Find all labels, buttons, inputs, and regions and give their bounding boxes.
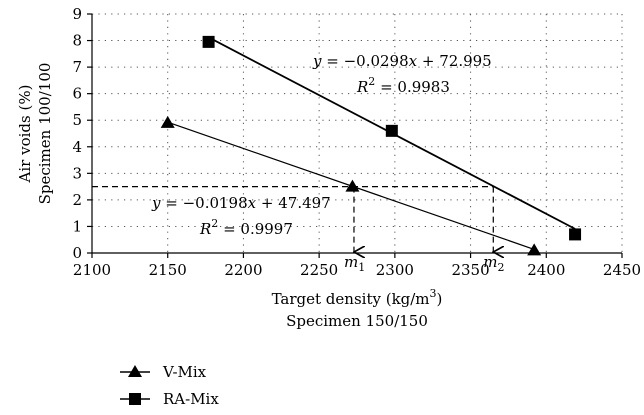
legend-label-ra-mix: RA-Mix [163, 390, 219, 408]
y-tick-label: 6 [72, 85, 82, 103]
y-tick-label: 2 [72, 191, 82, 209]
point-v-mix [527, 243, 542, 256]
y-tick-label: 0 [72, 244, 82, 262]
r-squared-superscript: 2 [211, 217, 218, 230]
reference-label-m1: m1 [344, 253, 365, 274]
reference-label-letter: m [483, 253, 497, 271]
equation-y: y [312, 52, 322, 70]
reference-label-subscript: 2 [498, 261, 505, 274]
y-tick-label: 1 [72, 217, 82, 235]
x-axis-label-superscript: 3 [430, 287, 437, 300]
equation-intercept: + 47.497 [256, 194, 331, 212]
tick-labels: 0 1 2 3 4 5 6 7 8 9 2100 2150 2200 2250 2300 2350 2400 24… [72, 5, 641, 279]
legend-marker-v-mix [128, 365, 142, 377]
y-axis-label-line2: Specimen 100/100 [36, 63, 54, 205]
x-tick-label: 2400 [527, 261, 565, 279]
reference-label-subscript: 1 [358, 261, 365, 274]
reference-label-letter: m [344, 253, 358, 271]
point-ra-mix [385, 124, 398, 137]
x-axis-label: Target density (kg/m3) [272, 287, 443, 308]
point-ra-mix [202, 35, 215, 48]
r-squared-v-mix: R2 = 0.9997 [199, 217, 293, 238]
x-axis-label-close: ) [437, 290, 443, 308]
equation-v-mix: y = −0.0198x + 47.497 [151, 194, 331, 212]
x-tick-label: 2300 [376, 261, 414, 279]
equation-ra-mix: y = −0.0298x + 72.995 [312, 52, 492, 70]
equation-x: x [409, 52, 418, 70]
x-tick-label: 2350 [451, 261, 489, 279]
r-squared-superscript: 2 [368, 75, 375, 88]
y-tick-label: 7 [72, 58, 82, 76]
point-v-mix [160, 115, 175, 128]
x-tick-label: 2150 [149, 261, 187, 279]
y-axis-label: Air voids (%) Specimen 100/100 [16, 63, 54, 205]
data-points [160, 35, 582, 256]
legend: V-Mix RA-Mix [120, 363, 219, 408]
x-axis-label-line2: Specimen 150/150 [286, 312, 428, 330]
y-tick-label: 9 [72, 5, 82, 23]
y-tick-label: 3 [72, 164, 82, 182]
x-axis-label-text: Target density (kg/m [272, 290, 430, 308]
r-squared-ra-mix: R2 = 0.9983 [356, 75, 450, 96]
grid-lines [92, 13, 623, 253]
y-tick-label: 8 [72, 32, 82, 50]
point-v-mix [345, 179, 360, 192]
y-tick-label: 4 [72, 138, 82, 156]
r-squared-value: = 0.9997 [218, 220, 293, 238]
equation-intercept: + 72.995 [417, 52, 492, 70]
x-tick-label: 2200 [224, 261, 262, 279]
x-tick-label: 2250 [300, 261, 338, 279]
legend-label-v-mix: V-Mix [162, 363, 207, 381]
r-squared-value: = 0.9983 [375, 78, 450, 96]
equation-x: x [248, 194, 257, 212]
equation-coefficient: = −0.0298 [321, 52, 408, 70]
reference-label-m2: m2 [483, 253, 504, 274]
r-squared-letter: R [199, 220, 211, 238]
equation-coefficient: = −0.0198 [160, 194, 247, 212]
point-ra-mix [569, 228, 582, 241]
y-axis-label-line1: Air voids (%) [16, 85, 34, 184]
x-tick-label: 2100 [73, 261, 111, 279]
r-squared-letter: R [356, 78, 368, 96]
axis-labels: Air voids (%) Specimen 100/100 Target dens… [16, 63, 442, 330]
x-tick-label: 2450 [603, 261, 641, 279]
equation-y: y [151, 194, 161, 212]
legend-marker-ra-mix [129, 393, 141, 405]
y-tick-label: 5 [72, 111, 82, 129]
reference-lines [92, 186, 493, 252]
